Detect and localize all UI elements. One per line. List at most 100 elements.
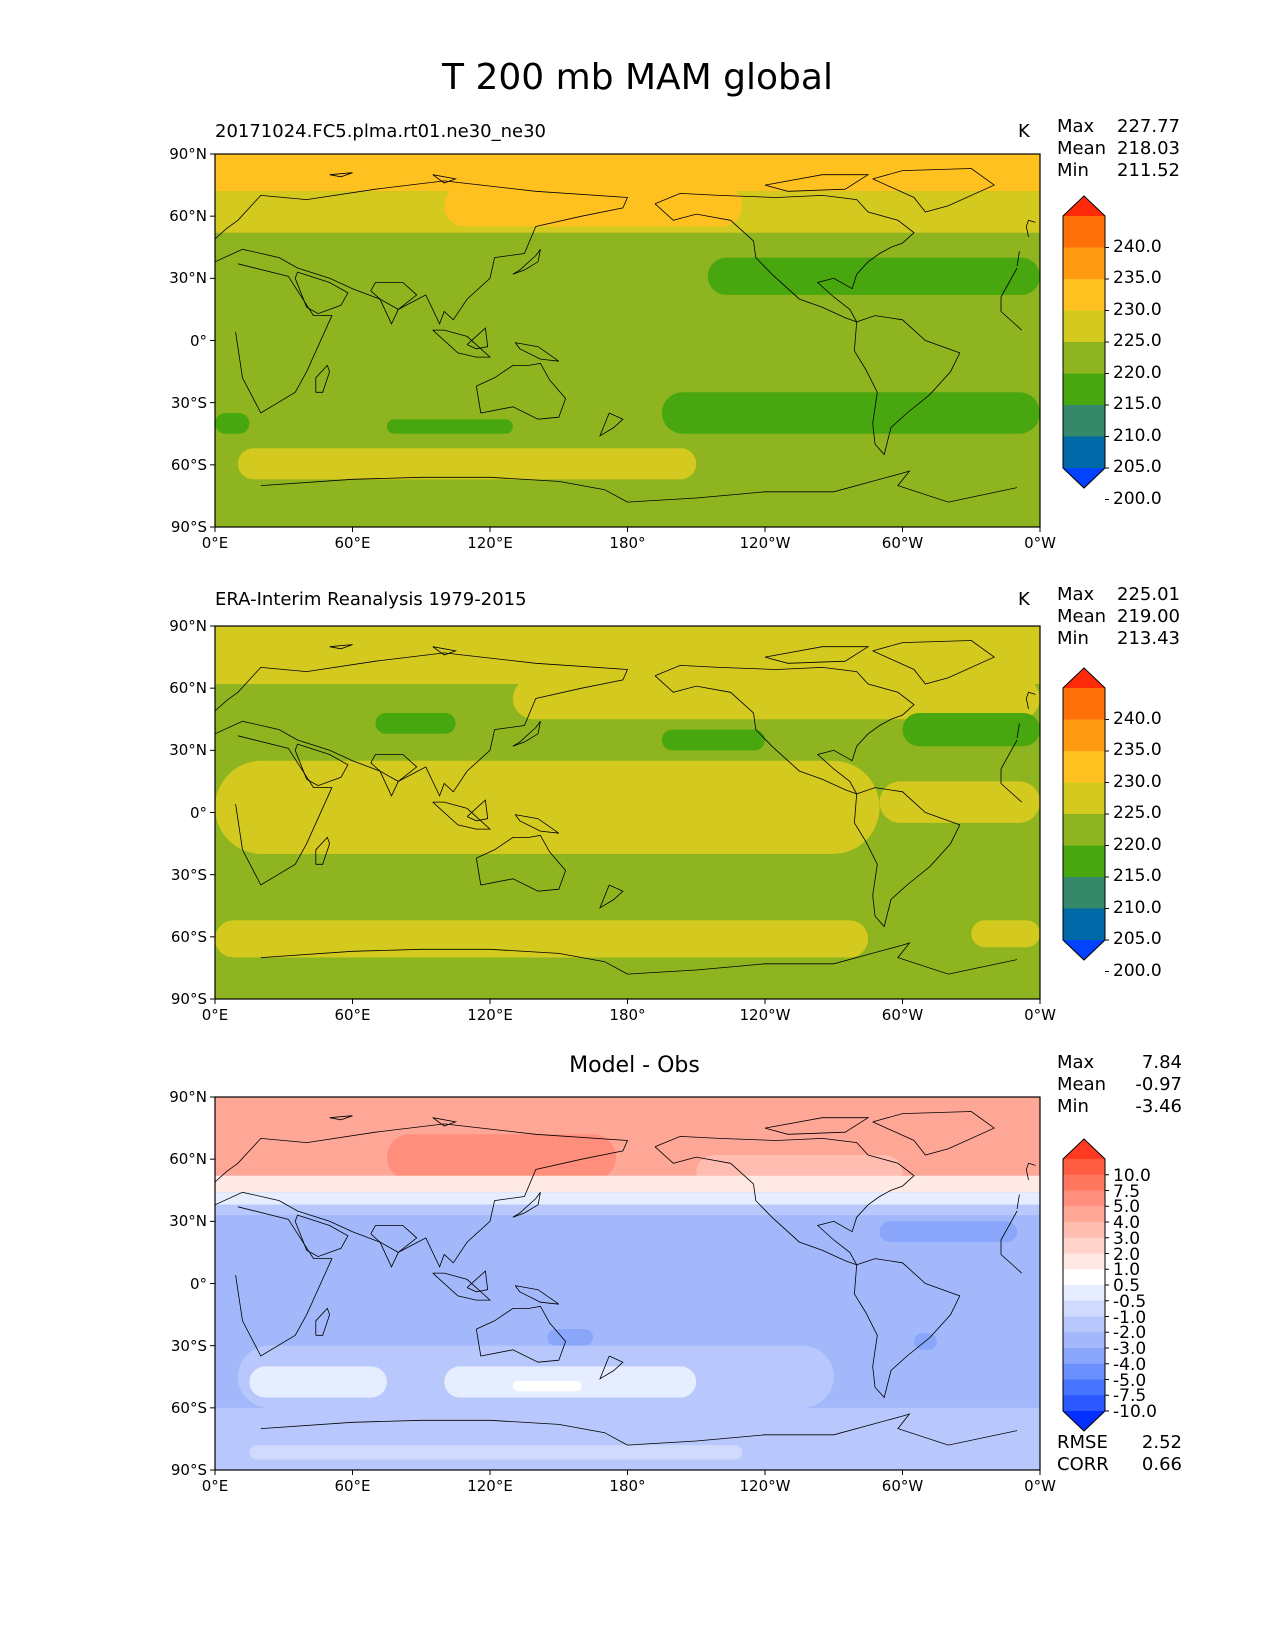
panel-1-coastline [654, 192, 915, 323]
panel-1-y-tick-label: 30°N [169, 269, 207, 288]
panel-1-coastline [1000, 267, 1018, 298]
panel-1-x-tick-label: 60°W [881, 534, 924, 552]
panel-2-coastline [1000, 739, 1018, 770]
panel-3-max-value: 7.84 [1141, 1052, 1182, 1073]
panel-3-field [215, 1097, 1040, 1470]
panel-2-mean-label: Mean [1057, 606, 1107, 627]
panel-3-contour-region [879, 1221, 1018, 1243]
panel-2-contour-region [375, 713, 456, 734]
figure-title: T 200 mb MAM global [442, 57, 833, 98]
panel-1-coastline [329, 172, 353, 178]
panel-1-coastline [432, 329, 492, 358]
panel-2-coastline [1025, 691, 1036, 709]
colorbar-bin [1063, 1206, 1105, 1223]
colorbar-bin [1063, 1285, 1105, 1302]
panel-3-y-tick-label: 60°S [170, 1398, 207, 1417]
panel-3-coastline [294, 1214, 349, 1258]
panel-1-title: 20171024.FC5.plma.rt01.ne30_ne30 [215, 121, 547, 142]
panel-3-contour-region [386, 1134, 617, 1180]
panel-1-x-tick-label: 60°E [334, 534, 371, 552]
panel-2-title: ERA-Interim Reanalysis 1979-2015 [215, 589, 527, 610]
panel-1-contour-region [386, 419, 513, 434]
colorbar-bin [1063, 1159, 1105, 1176]
panel-2-coastline [654, 664, 915, 795]
panel-1-x-tick-label: 120°E [467, 534, 513, 552]
panel-3-x-tick-label: 0°W [1024, 1477, 1056, 1495]
panel-1-coastline [315, 364, 331, 393]
panel-3-contour-region [215, 1204, 1040, 1216]
panel-3-contour-region [215, 1097, 1040, 1176]
panel-2-coastline [512, 721, 541, 747]
panel-3-x-tick-label: 0°E [201, 1477, 229, 1495]
colorbar-bin [1063, 373, 1105, 406]
panel-2-coastline [260, 948, 628, 975]
panel-2-coastline [432, 646, 458, 656]
panel-2-x-tick-label: 0°W [1024, 1006, 1056, 1024]
panel-3-contour-region [215, 1175, 1040, 1193]
panel-1-map [210, 153, 1109, 532]
panel-3-min-value: -3.46 [1135, 1096, 1182, 1117]
panel-3-contour-region [215, 1192, 1040, 1205]
panel-2-max-value: 225.01 [1117, 584, 1180, 605]
panel-3-colorbar-label: -2.0 [1113, 1323, 1147, 1344]
colorbar-bin [1063, 751, 1105, 783]
panel-1-colorbar-label: 210.0 [1113, 425, 1162, 446]
colorbar-bin [1063, 1395, 1105, 1412]
panel-2-colorbar-label: 235.0 [1113, 740, 1162, 760]
panel-1-y-tick-label: 90°N [169, 145, 207, 163]
panel-3-x-tick-label: 120°W [739, 1477, 791, 1495]
colorbar-bin [1063, 405, 1105, 437]
panel-2-coastline [599, 884, 624, 909]
panel-2-x-tick-label: 180° [609, 1006, 646, 1024]
colorbar-bin [1063, 814, 1105, 846]
panel-2-coastline [294, 743, 349, 787]
panel-3-coastline [235, 1206, 333, 1357]
panel-2-colorbar-label: 240.0 [1113, 708, 1162, 729]
panel-2-y-tick-label: 0° [189, 803, 207, 822]
panel-2-colorbar-label: 200.0 [1113, 960, 1162, 981]
panel-1-max-label: Max [1057, 116, 1095, 137]
panel-2-coastline [475, 834, 567, 892]
panel-2-coastline [329, 644, 353, 650]
colorbar-bin [1063, 688, 1105, 720]
panel-3-coastline [215, 1123, 629, 1268]
panel-2-mean-value: 219.00 [1117, 606, 1180, 627]
corr-value: 0.66 [1141, 1454, 1182, 1475]
panel-2-coastline [627, 942, 1018, 975]
panel-2-coastline [235, 735, 333, 886]
panel-3-colorbar-label: -10.0 [1113, 1402, 1157, 1422]
panel-3-colorbar-label: -1.0 [1113, 1307, 1147, 1328]
panel-1-coastline [260, 476, 628, 503]
colorbar-bin [1063, 1253, 1105, 1270]
panel-3-contour-region [215, 1407, 1040, 1470]
panel-1-units: K [1018, 121, 1030, 142]
panel-2-colorbar-label: 220.0 [1113, 834, 1162, 855]
panel-2-coastline [466, 799, 489, 822]
panel-2-map [210, 625, 1109, 1004]
panel-1-y-tick-label: 90°S [170, 518, 207, 536]
panel-2-contour-region [879, 781, 1040, 823]
colorbar-bin [1063, 782, 1105, 815]
panel-2-contour-region [661, 729, 765, 751]
panel-3-x-tick-label: 120°E [467, 1477, 513, 1495]
panel-1-coastline [1016, 251, 1020, 266]
panel-3-colorbar-label: 4.0 [1113, 1213, 1141, 1233]
panel-3-contour-region [249, 1366, 387, 1398]
panel-1-coastline [370, 282, 418, 325]
panel-1-x-tick-label: 0°W [1024, 534, 1056, 552]
panel-3-colorbar-label: 0.5 [1113, 1276, 1141, 1296]
panel-2-max-label: Max [1057, 584, 1095, 605]
panel-1-colorbar-label: 235.0 [1113, 268, 1162, 288]
panel-3-coastline [475, 1305, 567, 1363]
panel-1-colorbar-label: 240.0 [1113, 236, 1162, 257]
panel-1-contour-region [707, 257, 1040, 295]
panel-2-contour-region [215, 920, 869, 958]
panel-2-y-tick-label: 90°S [170, 990, 207, 1008]
panel-2-coastline [853, 787, 961, 928]
panel-3-y-tick-label: 30°N [169, 1212, 207, 1231]
panel-1-contour-region [444, 185, 743, 227]
panel-1-coastline [294, 271, 349, 315]
panel-2-y-tick-label: 30°S [170, 865, 207, 884]
panel-2-contour-region [971, 920, 1040, 948]
